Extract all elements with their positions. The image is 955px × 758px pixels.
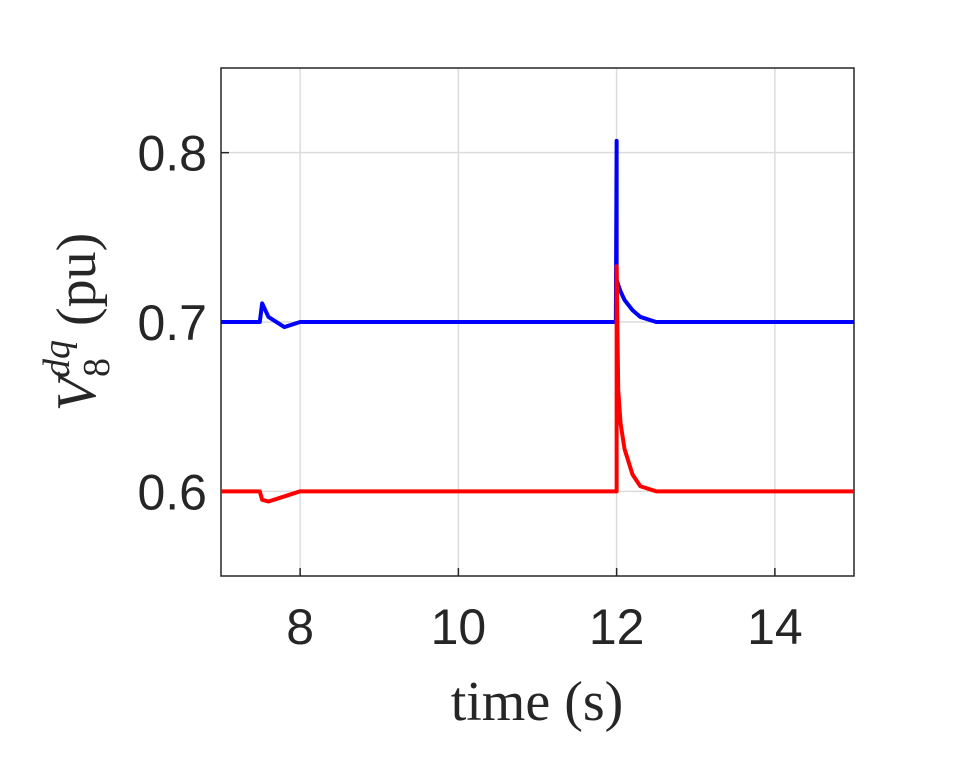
y-axis-label-text: V8dq (pu)	[36, 233, 118, 412]
y-tick-label: 0.6	[137, 464, 207, 520]
y-label-symbol: V	[46, 371, 108, 411]
y-label-superscript: dq	[36, 340, 78, 378]
x-tick-label: 12	[589, 599, 645, 655]
y-tick-label: 0.8	[137, 126, 207, 182]
y-tick-label: 0.7	[137, 295, 207, 351]
y-axis-label: V8dq (pu)	[36, 233, 118, 412]
x-tick-label: 14	[747, 599, 803, 655]
series-line	[221, 138, 854, 330]
y-label-subscript: 8	[76, 358, 118, 377]
x-axis-label: time (s)	[451, 671, 624, 733]
x-tick-label: 8	[286, 599, 314, 655]
y-label-unit: (pu)	[46, 233, 108, 326]
series-line	[221, 264, 854, 504]
x-tick-label: 10	[431, 599, 487, 655]
